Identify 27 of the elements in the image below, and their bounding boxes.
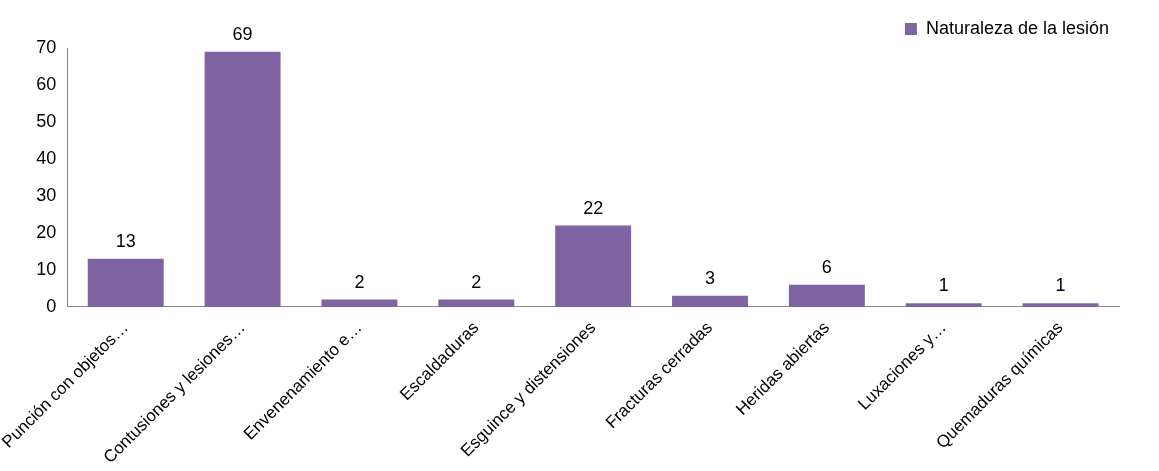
y-tick-label: 30 xyxy=(36,184,57,205)
data-label: 13 xyxy=(115,230,136,251)
data-label: 2 xyxy=(471,271,482,292)
bar xyxy=(87,258,164,307)
data-label: 1 xyxy=(938,275,949,296)
bar xyxy=(788,284,865,307)
y-tick-label: 50 xyxy=(36,110,57,131)
y-tick-label: 10 xyxy=(36,258,57,279)
data-label: 69 xyxy=(232,23,253,44)
bar xyxy=(204,51,281,307)
y-tick-label: 40 xyxy=(36,147,57,168)
data-label: 1 xyxy=(1055,275,1066,296)
y-tick-label: 70 xyxy=(36,36,57,57)
bar xyxy=(555,225,632,307)
y-tick-label: 60 xyxy=(36,73,57,94)
data-label: 3 xyxy=(705,267,716,288)
bar xyxy=(905,303,982,307)
data-label: 2 xyxy=(354,271,365,292)
y-tick-label: 20 xyxy=(36,221,57,242)
bar xyxy=(1022,303,1099,307)
bar xyxy=(438,299,515,307)
data-label: 22 xyxy=(583,197,604,218)
bar xyxy=(672,295,748,307)
data-label: 6 xyxy=(821,256,832,277)
bar xyxy=(321,299,398,307)
y-tick-label: 0 xyxy=(46,295,57,316)
legend-label: Naturaleza de la lesión xyxy=(925,17,1110,38)
